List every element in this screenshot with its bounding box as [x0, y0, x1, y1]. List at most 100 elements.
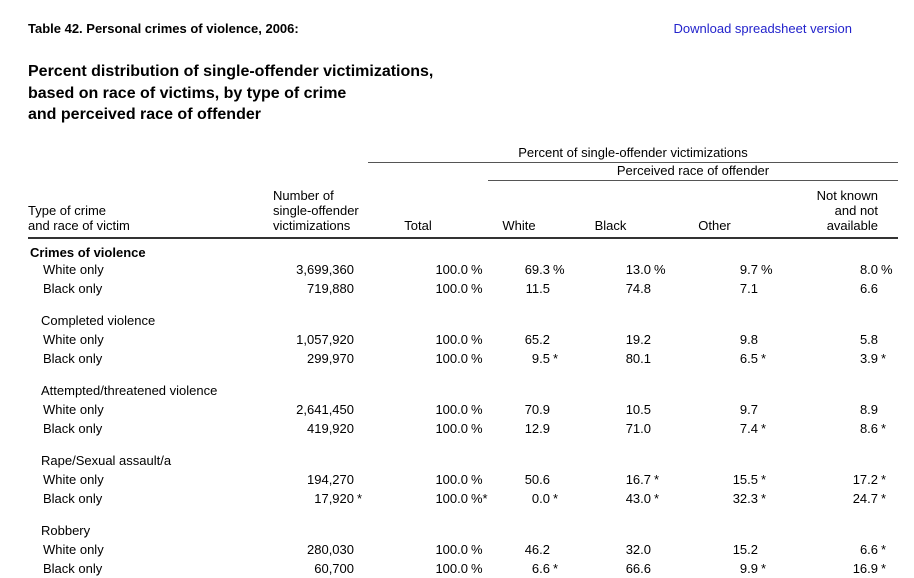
white-cell: 9.5 *: [531, 350, 559, 366]
not-known-cell: 16.9 *: [852, 560, 887, 576]
white-cell: 50.6: [524, 471, 550, 487]
other-cell: 7.1: [739, 280, 758, 296]
white-cell: 46.2: [524, 541, 550, 557]
not-known-cell: 3.9 *: [859, 350, 887, 366]
race-of-victim-label: Black only: [43, 560, 103, 576]
black-cell: 71.0: [625, 420, 651, 436]
race-of-victim-label: Black only: [43, 350, 103, 366]
total-cell: 100.0%: [435, 261, 483, 277]
not-known-cell: 6.6 *: [859, 541, 887, 557]
data-row: White only 2,641,450 100.0% 70.9 10.5 9.7 8.9: [28, 400, 898, 419]
white-cell: 12.9: [524, 420, 550, 436]
not-known-cell: 17.2 *: [852, 471, 887, 487]
white-cell: 6.6 *: [531, 560, 559, 576]
col-header-not-known: Not known and not available: [778, 180, 899, 239]
section-header-row: Completed violence: [28, 311, 898, 330]
spacer-cell: [28, 368, 898, 381]
number-of-victimizations-cell: 280,030: [307, 541, 354, 557]
race-of-victim-label: White only: [43, 541, 104, 557]
section-label: Rape/Sexual assault/a: [41, 452, 172, 468]
section-header-row: Attempted/threatened violence: [28, 381, 898, 400]
number-of-victimizations-cell: 3,699,360: [296, 261, 354, 277]
spacer-row: [28, 438, 898, 451]
section-label: Completed violence: [41, 312, 156, 328]
other-cell: 9.9 *: [739, 560, 767, 576]
number-of-victimizations-cell: 17,920 *: [314, 490, 363, 506]
table-body: Crimes of violence White only 3,699,360 100…: [28, 238, 898, 578]
section-label: Robbery: [41, 522, 91, 538]
download-spreadsheet-link[interactable]: Download spreadsheet version: [673, 21, 853, 36]
col-header-other: Other: [671, 180, 778, 239]
spanner-row-top: Percent of single-offender victimization…: [28, 139, 899, 163]
white-cell: 11.5: [525, 280, 550, 296]
spanner-percent-victimizations: Percent of single-offender victimization…: [368, 139, 899, 163]
section-label: Crimes of violence: [30, 244, 146, 260]
spacer-cell: [28, 438, 898, 451]
total-cell: 100.0%: [435, 541, 483, 557]
black-cell: 32.0: [625, 541, 651, 557]
total-cell: 100.0%: [435, 350, 483, 366]
number-of-victimizations-cell: 60,700: [314, 560, 354, 576]
total-cell: 100.0%: [435, 471, 483, 487]
data-row: White only 1,057,920 100.0% 65.2 19.2 9.8 5.8: [28, 330, 898, 349]
section-header-row: Rape/Sexual assault/a: [28, 451, 898, 470]
other-cell: 32.3 *: [732, 490, 767, 506]
not-known-cell: 5.8: [859, 331, 879, 347]
col-header-number-of-victimizations: Number of single-offender victimizations: [273, 180, 368, 239]
black-cell: 13.0%: [625, 261, 666, 277]
other-cell: 9.7: [739, 401, 758, 417]
total-cell: 100.0%: [435, 401, 483, 417]
black-cell: 43.0 *: [625, 490, 660, 506]
number-of-victimizations-cell: 419,920: [307, 420, 354, 436]
data-row: Black only 419,920 100.0% 12.9 71.0 7.4 * 8.6 *: [28, 419, 898, 438]
table-title: Table 42. Personal crimes of violence, 2…: [28, 21, 299, 36]
col-header-type-of-crime: Type of crime and race of victim: [28, 180, 273, 239]
black-cell: 10.5: [625, 401, 651, 417]
col-header-white: White: [488, 180, 570, 239]
black-cell: 16.7 *: [625, 471, 660, 487]
data-row: White only 280,030 100.0% 46.2 32.0 15.2 6.6 *: [28, 540, 898, 559]
race-of-victim-label: White only: [43, 331, 104, 347]
black-cell: 80.1: [625, 350, 651, 366]
other-cell: 6.5 *: [739, 350, 767, 366]
race-of-victim-label: Black only: [43, 420, 103, 436]
spanner-row-sub: Perceived race of offender: [28, 162, 899, 181]
black-cell: 74.8: [625, 280, 651, 296]
race-of-victim-label: White only: [43, 261, 104, 277]
not-known-cell: 8.9: [859, 401, 879, 417]
section-header-row: Robbery: [28, 521, 898, 540]
other-cell: 7.4 *: [739, 420, 767, 436]
data-row: White only 3,699,360 100.0% 69.3% 13.0% 9.7% 8…: [28, 260, 898, 279]
race-of-victim-label: White only: [43, 401, 104, 417]
other-cell: 9.7%: [739, 261, 773, 277]
crime-statistics-table: Percent of single-offender victimization…: [28, 139, 899, 578]
race-of-victim-label: Black only: [43, 490, 103, 506]
not-known-cell: 8.0%: [859, 261, 893, 277]
not-known-cell: 24.7 *: [852, 490, 887, 506]
data-row: Black only 60,700 100.0% 6.6 * 66.6 9.9 * 16.9 *: [28, 559, 898, 578]
other-cell: 15.5 *: [732, 471, 767, 487]
total-cell: 100.0%: [435, 420, 483, 436]
white-cell: 69.3%: [524, 261, 565, 277]
spanner-blank: [28, 162, 488, 180]
number-of-victimizations-cell: 194,270: [307, 471, 354, 487]
col-header-total: Total: [368, 180, 488, 239]
section-label: Attempted/threatened violence: [41, 382, 218, 398]
total-cell: 100.0%: [435, 560, 483, 576]
total-cell: 100.0%: [435, 280, 483, 296]
total-cell: 100.0 %*: [435, 490, 488, 506]
spanner-blank: [28, 140, 368, 163]
number-of-victimizations-cell: 2,641,450: [296, 401, 354, 417]
data-row: Black only 719,880 100.0% 11.5 74.8 7.1 6.6: [28, 279, 898, 298]
other-cell: 15.2: [732, 541, 758, 557]
not-known-cell: 8.6 *: [859, 420, 887, 436]
black-cell: 66.6: [625, 560, 651, 576]
spanner-perceived-race: Perceived race of offender: [488, 162, 899, 181]
total-cell: 100.0%: [435, 331, 483, 347]
number-of-victimizations-cell: 719,880: [307, 280, 354, 296]
other-cell: 9.8: [739, 331, 758, 347]
spacer-cell: [28, 508, 898, 521]
title-row: Table 42. Personal crimes of violence, 2…: [0, 0, 914, 36]
race-of-victim-label: Black only: [43, 280, 103, 296]
number-of-victimizations-cell: 299,970: [307, 350, 354, 366]
